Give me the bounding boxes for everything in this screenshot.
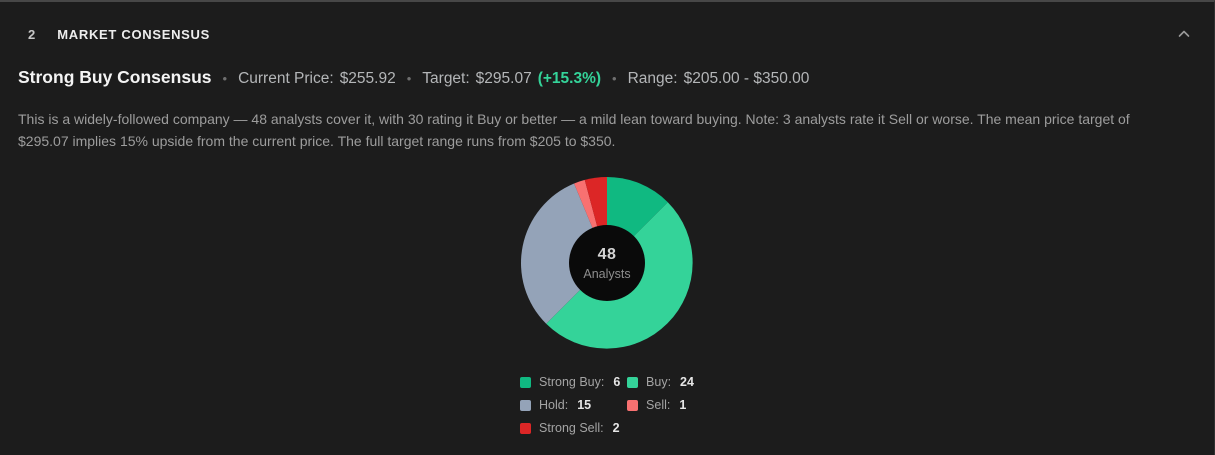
legend-item-strong-sell: Strong Sell: 2 [520, 421, 627, 435]
chevron-up-icon [1178, 30, 1190, 37]
hold-swatch [520, 399, 532, 411]
legend-label: Strong Buy: [539, 375, 605, 389]
current-price-label: Current Price: [238, 70, 334, 87]
chart-legend: Strong Buy: 6 Buy: 24 Hold: 15 Sell: 1 S… [520, 375, 694, 435]
buy-swatch [627, 376, 639, 388]
consensus-description: This is a widely-followed company — 48 a… [18, 111, 1130, 149]
legend-label: Hold: [539, 398, 569, 412]
section-number: 2 [28, 26, 36, 42]
section-header: 2 MARKET CONSENSUS [0, 2, 1214, 44]
legend-item-hold: Hold: 15 [520, 398, 627, 412]
current-price-value: $255.92 [339, 70, 396, 87]
legend-value: 1 [679, 398, 687, 412]
legend-value: 15 [577, 398, 592, 412]
consensus-summary-row: Strong Buy Consensus • Current Price: $2… [0, 67, 1214, 88]
target-label: Target: [422, 70, 470, 87]
range-label: Range: [627, 70, 678, 87]
bullet-separator: • [612, 71, 617, 86]
donut-chart-svg [521, 177, 693, 349]
legend-item-strong-buy: Strong Buy: 6 [520, 375, 627, 389]
donut-hole [569, 225, 645, 301]
sell-swatch [627, 399, 639, 411]
range-metric: Range: $205.00 - $350.00 [628, 70, 810, 88]
target-value: $295.07 [475, 70, 532, 87]
donut-slice-hold [521, 183, 607, 324]
bullet-separator: • [222, 71, 228, 86]
bullet-separator: • [406, 71, 412, 86]
analyst-ratings-donut-chart: 48 Analysts [521, 177, 693, 349]
current-price-metric: Current Price: $255.92 [238, 70, 396, 88]
target-price-metric: Target: $295.07 (+15.3%) [422, 70, 601, 88]
section-title: MARKET CONSENSUS [57, 26, 210, 42]
legend-label: Buy: [646, 375, 672, 389]
legend-item-buy: Buy: 24 [627, 375, 694, 389]
legend-value: 6 [613, 375, 621, 389]
consensus-verdict: Strong Buy Consensus [18, 67, 212, 87]
target-change-value: (+15.3%) [537, 70, 602, 87]
legend-value: 24 [680, 375, 694, 389]
legend-item-sell: Sell: 1 [627, 398, 694, 412]
legend-value: 2 [612, 421, 620, 435]
legend-label: Strong Sell: [539, 421, 604, 435]
legend-label: Sell: [646, 398, 671, 412]
range-value: $205.00 - $350.00 [683, 70, 810, 87]
collapse-section-button[interactable] [1174, 24, 1194, 44]
strong-buy-swatch [520, 376, 532, 388]
strong-sell-swatch [520, 422, 532, 434]
analyst-ratings-chart-area: 48 Analysts Strong Buy: 6 Buy: 24 Hold: … [0, 177, 1214, 435]
